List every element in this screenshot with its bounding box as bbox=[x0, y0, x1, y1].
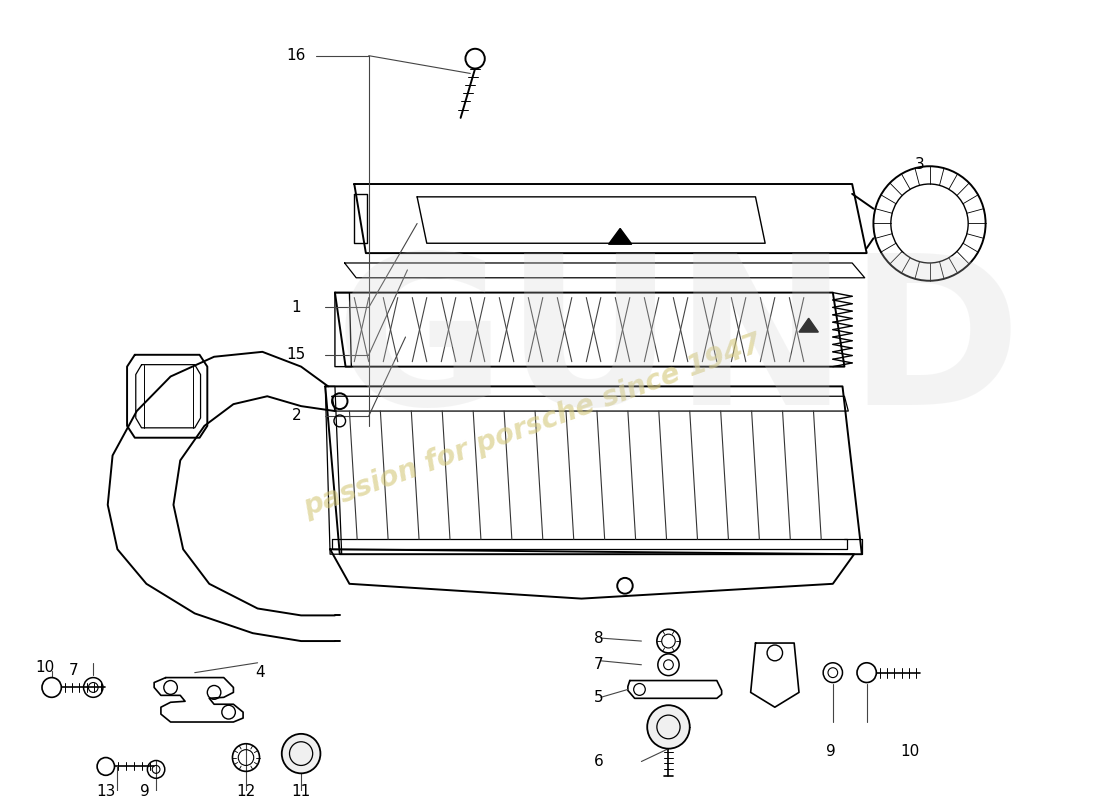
Text: 2: 2 bbox=[292, 409, 301, 423]
Text: passion for porsche since 1947: passion for porsche since 1947 bbox=[300, 330, 766, 522]
Text: GUND: GUND bbox=[334, 246, 1022, 448]
Text: 15: 15 bbox=[287, 347, 306, 362]
Text: 6: 6 bbox=[594, 754, 604, 769]
Circle shape bbox=[97, 758, 114, 775]
Circle shape bbox=[857, 662, 877, 682]
Text: 3: 3 bbox=[915, 157, 925, 172]
Circle shape bbox=[465, 49, 485, 69]
Text: 11: 11 bbox=[292, 784, 310, 798]
Text: 7: 7 bbox=[69, 663, 79, 678]
Text: 16: 16 bbox=[287, 48, 306, 63]
Text: 5: 5 bbox=[594, 690, 604, 705]
Text: 9: 9 bbox=[826, 744, 836, 759]
Text: 12: 12 bbox=[236, 784, 255, 798]
Text: 13: 13 bbox=[96, 784, 115, 798]
Text: 10: 10 bbox=[35, 660, 55, 675]
Polygon shape bbox=[799, 318, 818, 332]
Text: 7: 7 bbox=[594, 658, 604, 672]
Circle shape bbox=[767, 645, 782, 661]
Circle shape bbox=[282, 734, 320, 774]
Polygon shape bbox=[608, 229, 631, 244]
Text: 8: 8 bbox=[594, 630, 604, 646]
Circle shape bbox=[42, 678, 62, 698]
Text: 9: 9 bbox=[140, 784, 150, 798]
Text: 4: 4 bbox=[255, 665, 265, 680]
Circle shape bbox=[647, 706, 690, 749]
Text: 1: 1 bbox=[292, 300, 301, 315]
Text: 10: 10 bbox=[901, 744, 920, 759]
